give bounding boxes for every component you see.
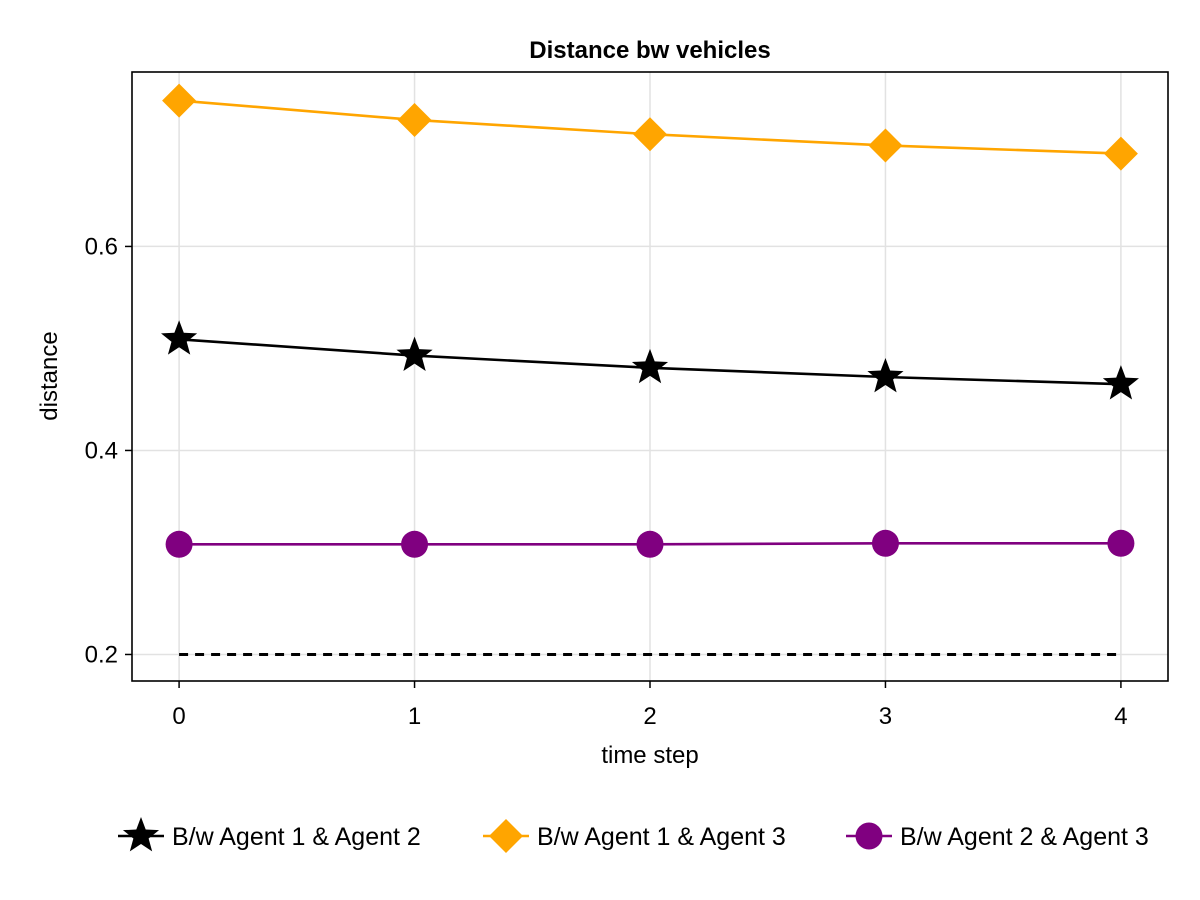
data-point — [868, 128, 903, 163]
data-point — [636, 530, 664, 558]
legend-marker — [122, 817, 160, 852]
x-tick-label: 4 — [1114, 703, 1127, 730]
x-axis-ticks: 0 1 2 3 4 — [172, 681, 1128, 730]
chart-title: Distance bw vehicles — [529, 37, 770, 64]
x-tick-label: 0 — [172, 703, 185, 730]
legend-item-2: B/w Agent 1 & Agent 3 — [483, 819, 786, 853]
x-axis-label: time step — [601, 742, 698, 769]
data-point — [1103, 136, 1138, 171]
legend-marker — [489, 819, 523, 853]
data-point — [1107, 529, 1135, 557]
data-point — [633, 117, 667, 152]
x-tick-label: 2 — [643, 703, 656, 730]
y-axis-ticks: 0.2 0.4 0.6 — [85, 233, 132, 668]
series-3 — [165, 529, 1135, 558]
x-tick-label: 3 — [879, 703, 892, 730]
data-point — [396, 336, 433, 371]
data-point — [165, 530, 193, 558]
y-tick-label: 0.4 — [85, 437, 118, 464]
legend-marker — [855, 822, 883, 850]
y-tick-label: 0.2 — [85, 641, 118, 668]
data-point — [631, 348, 669, 384]
data-point — [1102, 365, 1139, 400]
y-tick-label: 0.6 — [85, 233, 118, 260]
x-tick-label: 1 — [408, 703, 421, 730]
legend: B/w Agent 1 & Agent 2 B/w Agent 1 & Agent… — [118, 817, 1149, 853]
series-group — [161, 83, 1139, 558]
data-point — [871, 529, 899, 557]
series-2 — [162, 83, 1138, 171]
y-axis-label: distance — [36, 331, 63, 420]
series-1 — [161, 320, 1139, 400]
data-point — [397, 102, 432, 137]
legend-label: B/w Agent 2 & Agent 3 — [900, 823, 1149, 851]
data-point — [162, 83, 197, 118]
legend-item-3: B/w Agent 2 & Agent 3 — [846, 822, 1149, 851]
legend-label: B/w Agent 1 & Agent 2 — [172, 823, 421, 851]
data-point — [161, 320, 198, 355]
legend-label: B/w Agent 1 & Agent 3 — [537, 823, 786, 851]
data-point — [867, 358, 904, 393]
data-point — [401, 530, 429, 558]
legend-item-1: B/w Agent 1 & Agent 2 — [118, 817, 421, 852]
